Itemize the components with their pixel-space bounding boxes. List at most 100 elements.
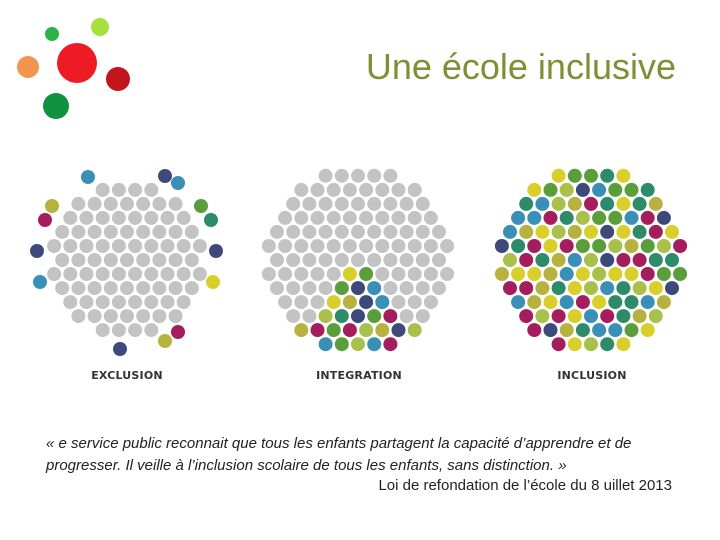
inclusion-dot xyxy=(632,224,647,239)
inclusion-dot xyxy=(551,224,566,239)
inclusion-dot xyxy=(592,267,607,281)
exclusion-dot xyxy=(71,281,86,296)
integration-dot xyxy=(391,239,406,253)
integration-dot xyxy=(391,182,406,197)
integration-dot xyxy=(359,182,374,197)
integration-dot xyxy=(310,210,325,225)
inclusion-dot xyxy=(656,210,671,225)
inclusion-dot xyxy=(624,182,639,197)
exclusion-dot xyxy=(63,239,78,253)
exclusion-dot xyxy=(160,267,175,281)
exclusion-dot xyxy=(95,267,110,281)
inclusion-dot xyxy=(600,196,615,211)
exclusion-dot xyxy=(171,176,185,190)
integration-dot xyxy=(351,281,365,296)
integration-dot xyxy=(334,337,349,352)
inclusion-dot xyxy=(543,323,558,338)
integration-dot xyxy=(383,337,398,352)
integration-dot xyxy=(342,323,357,338)
exclusion-dot xyxy=(144,323,159,338)
exclusion-dot xyxy=(168,253,183,267)
exclusion-dot xyxy=(171,325,185,339)
integration-dot xyxy=(286,253,301,267)
integration-dot xyxy=(432,224,446,239)
integration-dot xyxy=(399,196,414,211)
exclusion-dot xyxy=(120,224,134,239)
exclusion-dot xyxy=(111,323,126,338)
inclusion-dot xyxy=(559,323,574,338)
exclusion-dot xyxy=(194,199,208,213)
inclusion-dot xyxy=(527,239,542,253)
integration-dot xyxy=(375,267,390,281)
exclusion-dot xyxy=(136,309,151,324)
inclusion-dot xyxy=(600,224,615,239)
inclusion-dot xyxy=(575,239,590,253)
integration-dot xyxy=(302,224,317,239)
exclusion-dot xyxy=(87,224,102,239)
inclusion-dot xyxy=(567,337,582,352)
inclusion-dot xyxy=(567,253,582,267)
integration-dot xyxy=(423,267,438,281)
integration-dot xyxy=(326,210,341,225)
inclusion-dot xyxy=(519,309,534,324)
exclusion-dot xyxy=(63,267,78,281)
inclusion-dot xyxy=(584,253,598,267)
integration-dot xyxy=(375,323,390,338)
integration-dot xyxy=(286,281,301,296)
inclusion-dot xyxy=(511,267,526,281)
exclusion-dot xyxy=(158,169,172,183)
inclusion-dot xyxy=(665,224,679,239)
integration-dot xyxy=(367,196,382,211)
inclusion-dot xyxy=(503,224,517,239)
inclusion-dot xyxy=(600,253,615,267)
integration-dot xyxy=(407,323,422,338)
integration-dot xyxy=(375,295,390,310)
inclusion-dot xyxy=(511,210,526,225)
integration-dot xyxy=(342,295,357,310)
integration-dot xyxy=(367,168,382,183)
exclusion-dot xyxy=(63,295,78,310)
inclusion-dot xyxy=(567,196,582,211)
integration-dot xyxy=(310,323,325,338)
exclusion-dot xyxy=(55,253,70,267)
integration-dot xyxy=(359,239,374,253)
inclusion-dot xyxy=(600,281,615,296)
page-title: Une école inclusive xyxy=(365,46,676,87)
integration-dot xyxy=(302,196,317,211)
inclusion-dot xyxy=(640,239,655,253)
inclusion-dot xyxy=(624,295,639,310)
integration-dot xyxy=(278,267,293,281)
inclusion-dot xyxy=(648,309,663,324)
integration-dot xyxy=(391,295,406,310)
integration-dot xyxy=(278,210,293,225)
integration-dot xyxy=(383,253,398,267)
integration-dot xyxy=(334,196,349,211)
integration-dot xyxy=(294,295,309,310)
inclusion-dot xyxy=(632,281,647,296)
integration-dot xyxy=(318,168,333,183)
exclusion-dot xyxy=(184,253,199,267)
exclusion-dot xyxy=(209,244,223,258)
integration-dot xyxy=(391,323,406,338)
integration-dot xyxy=(326,295,341,310)
exclusion-dot xyxy=(136,224,151,239)
inclusion-dot xyxy=(543,239,558,253)
inclusion-dot xyxy=(519,196,534,211)
inclusion-dot xyxy=(665,253,679,267)
integration-dot xyxy=(318,224,333,239)
integration-dot xyxy=(383,196,398,211)
integration-dot xyxy=(286,196,301,211)
exclusion-dot xyxy=(33,275,47,289)
inclusion-dot xyxy=(559,295,574,310)
inclusion-dot xyxy=(640,295,655,310)
integration-dot xyxy=(302,281,317,296)
inclusion-dot xyxy=(616,337,631,352)
integration-dot xyxy=(351,337,365,352)
integration-dot xyxy=(407,182,422,197)
inclusion-dot xyxy=(551,337,566,352)
integration-dot xyxy=(383,224,398,239)
integration-dot xyxy=(334,168,349,183)
exclusion-dot xyxy=(103,253,118,267)
exclusion-dot xyxy=(168,224,183,239)
exclusion-dot xyxy=(168,196,183,211)
